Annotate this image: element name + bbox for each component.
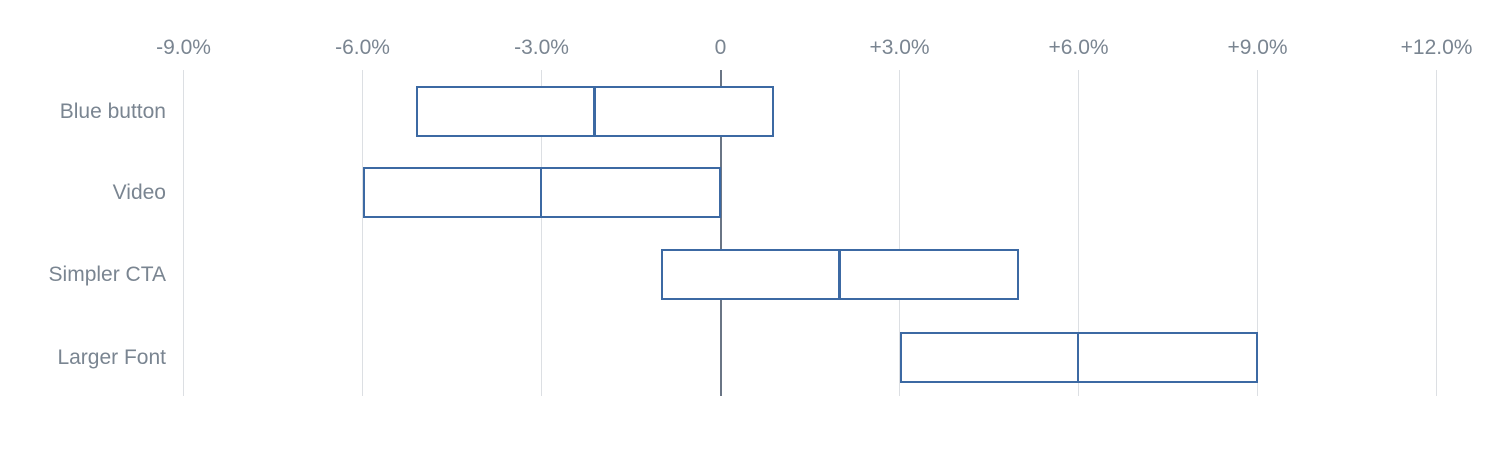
range-box [899, 332, 1258, 383]
range-midline [539, 169, 543, 216]
range-box [660, 249, 1019, 300]
zero-gridline [719, 70, 722, 396]
x-axis-tick-label: +6.0% [1048, 36, 1109, 59]
gridline [1077, 70, 1080, 396]
category-label: Blue button [59, 100, 166, 123]
gridline [540, 70, 543, 396]
gridline [1256, 70, 1259, 396]
category-label: Larger Font [57, 346, 166, 369]
x-axis-tick-label: -9.0% [156, 36, 211, 59]
category-label: Video [112, 181, 166, 204]
category-label: Simpler CTA [48, 263, 166, 286]
range-box [416, 86, 775, 137]
range-midline [593, 88, 596, 135]
x-axis-tick-label: +12.0% [1400, 36, 1473, 59]
x-axis-tick-label: 0 [714, 36, 727, 59]
range-midline [838, 251, 841, 298]
x-axis-tick-label: +9.0% [1227, 36, 1288, 59]
gridline [182, 70, 185, 396]
range-midline [1076, 334, 1080, 381]
x-axis-tick-label: +3.0% [869, 36, 930, 59]
x-axis-tick-label: -3.0% [514, 36, 569, 59]
range-box [362, 167, 721, 218]
x-axis-tick-label: -6.0% [335, 36, 390, 59]
gridline [898, 70, 901, 396]
gridline [1435, 70, 1438, 396]
gridline [361, 70, 364, 396]
